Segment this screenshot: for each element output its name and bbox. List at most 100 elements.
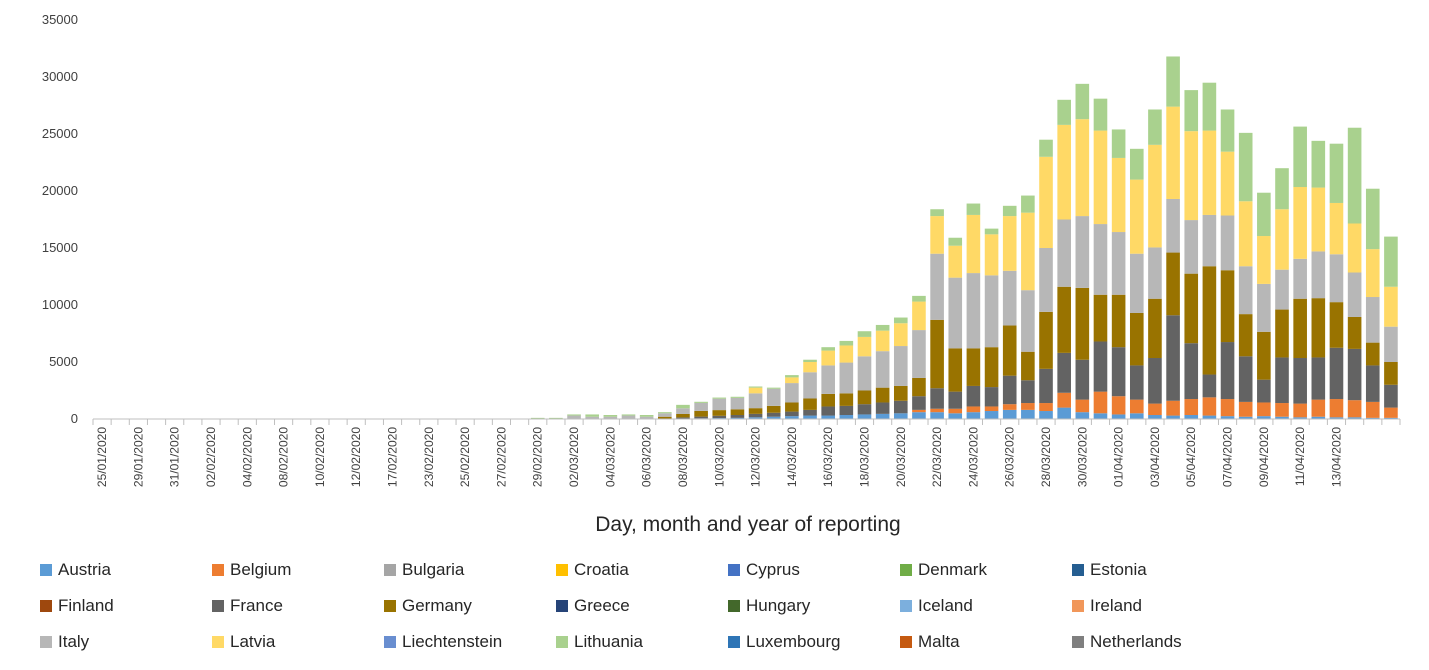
bar-segment-austria [839, 415, 854, 419]
bar-segment-italy [785, 383, 799, 403]
bar-segment-austria [1075, 412, 1090, 419]
bar-segment-lithuania [1311, 140, 1326, 188]
bar-segment-italy [567, 415, 581, 419]
bar-segment-germany [1238, 314, 1253, 357]
bar-segment-lithuania [676, 404, 690, 409]
bar-segment-france [1111, 347, 1126, 397]
bar-segment-belgium [930, 408, 944, 413]
bar-segment-germany [1384, 362, 1398, 385]
bar-segment-latvia [1002, 216, 1017, 271]
bar-segment-germany [966, 348, 981, 386]
bar-segment-france [1021, 380, 1035, 404]
x-tick-label: 28/03/2020 [1039, 427, 1053, 487]
x-tick-label: 25/01/2020 [95, 427, 109, 487]
bar-segment-germany [912, 377, 926, 397]
legend-label: Germany [402, 596, 472, 615]
x-tick-label: 02/03/2020 [567, 427, 581, 487]
bar-segment-italy [694, 402, 708, 411]
bar-segment-latvia [1057, 124, 1071, 220]
bar-segment-lithuania [984, 228, 999, 235]
bar-segment-belgium [1257, 402, 1271, 417]
legend-label: Austria [58, 560, 111, 579]
bar-segment-lithuania [966, 203, 981, 215]
bar-segment-italy [1111, 232, 1126, 295]
bar-segment-latvia [1021, 212, 1035, 291]
legend-item-belgium: Belgium [212, 560, 291, 580]
bar-segment-belgium [984, 406, 999, 412]
bar-segment-austria [1238, 416, 1253, 419]
bar-segment-austria [930, 412, 944, 419]
bar-segment-france [930, 388, 944, 409]
bar-segment-lithuania [1220, 109, 1235, 152]
bar-segment-lithuania [585, 414, 599, 417]
bar-segment-latvia [1148, 144, 1162, 248]
bar-segment-france [875, 402, 890, 414]
bar-segment-latvia [1365, 249, 1380, 298]
bar-segment-latvia [948, 245, 963, 278]
bar-segment-lithuania [567, 414, 581, 416]
bar-segment-germany [730, 409, 745, 416]
x-tick-label: 09/04/2020 [1257, 427, 1271, 487]
y-tick-label: 25000 [42, 126, 78, 141]
bar-segment-italy [1021, 290, 1035, 352]
bar-segment-germany [839, 393, 854, 406]
bar-segment-italy [712, 398, 727, 411]
legend-swatch [212, 564, 224, 576]
x-axis-title: Day, month and year of reporting [595, 513, 900, 536]
legend-swatch [556, 564, 568, 576]
x-tick-label: 18/03/2020 [857, 427, 871, 487]
bar-segment-italy [1275, 269, 1289, 310]
bar-segment-lithuania [1075, 83, 1090, 120]
bar-segment-italy [1184, 220, 1199, 274]
bar-segment-latvia [1311, 187, 1326, 252]
bar-segment-germany [748, 408, 763, 414]
bar-segment-italy [1365, 297, 1380, 343]
bar-segment-latvia [912, 301, 926, 331]
x-tick-label: 20/03/2020 [894, 427, 908, 487]
bar-segment-latvia [1257, 236, 1271, 284]
bar-segment-france [1093, 341, 1108, 392]
bar-segment-germany [1111, 294, 1126, 348]
bar-segment-france [1057, 352, 1071, 393]
bar-segment-italy [748, 393, 763, 409]
bar-segment-france [766, 412, 781, 417]
legend-label: Finland [58, 596, 114, 615]
bar-segment-lithuania [1365, 188, 1380, 250]
x-tick-label: 05/04/2020 [1184, 427, 1198, 487]
legend-label: Estonia [1090, 560, 1147, 579]
legend-swatch [212, 636, 224, 648]
bar-segment-germany [1129, 312, 1144, 366]
x-tick-label: 30/03/2020 [1075, 427, 1089, 487]
bar-segment-belgium [1093, 391, 1108, 414]
legend-item-latvia: Latvia [212, 632, 275, 652]
bar-segment-italy [839, 362, 854, 394]
bar-segment-austria [748, 417, 763, 419]
bar-segment-italy [1129, 253, 1144, 313]
bar-segment-germany [875, 387, 890, 403]
bar-segment-germany [1184, 273, 1199, 344]
bar-segment-austria [1384, 417, 1398, 419]
x-tick-label: 08/02/2020 [277, 427, 291, 487]
legend-swatch [1072, 564, 1084, 576]
x-tick-label: 31/01/2020 [168, 427, 182, 487]
x-tick-label: 04/02/2020 [240, 427, 254, 487]
bar-segment-germany [857, 390, 872, 405]
bar-segment-latvia [1129, 179, 1144, 254]
bar-segment-germany [1075, 287, 1090, 360]
legend-item-greece: Greece [556, 596, 630, 616]
x-tick-label: 08/03/2020 [676, 427, 690, 487]
bar-segment-belgium [912, 409, 926, 413]
legend-label: Bulgaria [402, 560, 465, 579]
legend-label: Malta [918, 632, 960, 651]
legend-label: France [230, 596, 283, 615]
bar-segment-france [712, 415, 727, 419]
bar-segment-germany [1293, 298, 1307, 359]
bar-segment-germany [1311, 298, 1326, 358]
legend-label: Latvia [230, 632, 276, 651]
bar-segment-germany [1057, 286, 1071, 353]
bar-segment-italy [857, 356, 872, 391]
bar-segment-france [1293, 358, 1307, 404]
bar-segment-latvia [1184, 131, 1199, 221]
bar-segment-lithuania [1384, 236, 1398, 287]
legend-item-finland: Finland [40, 596, 114, 616]
